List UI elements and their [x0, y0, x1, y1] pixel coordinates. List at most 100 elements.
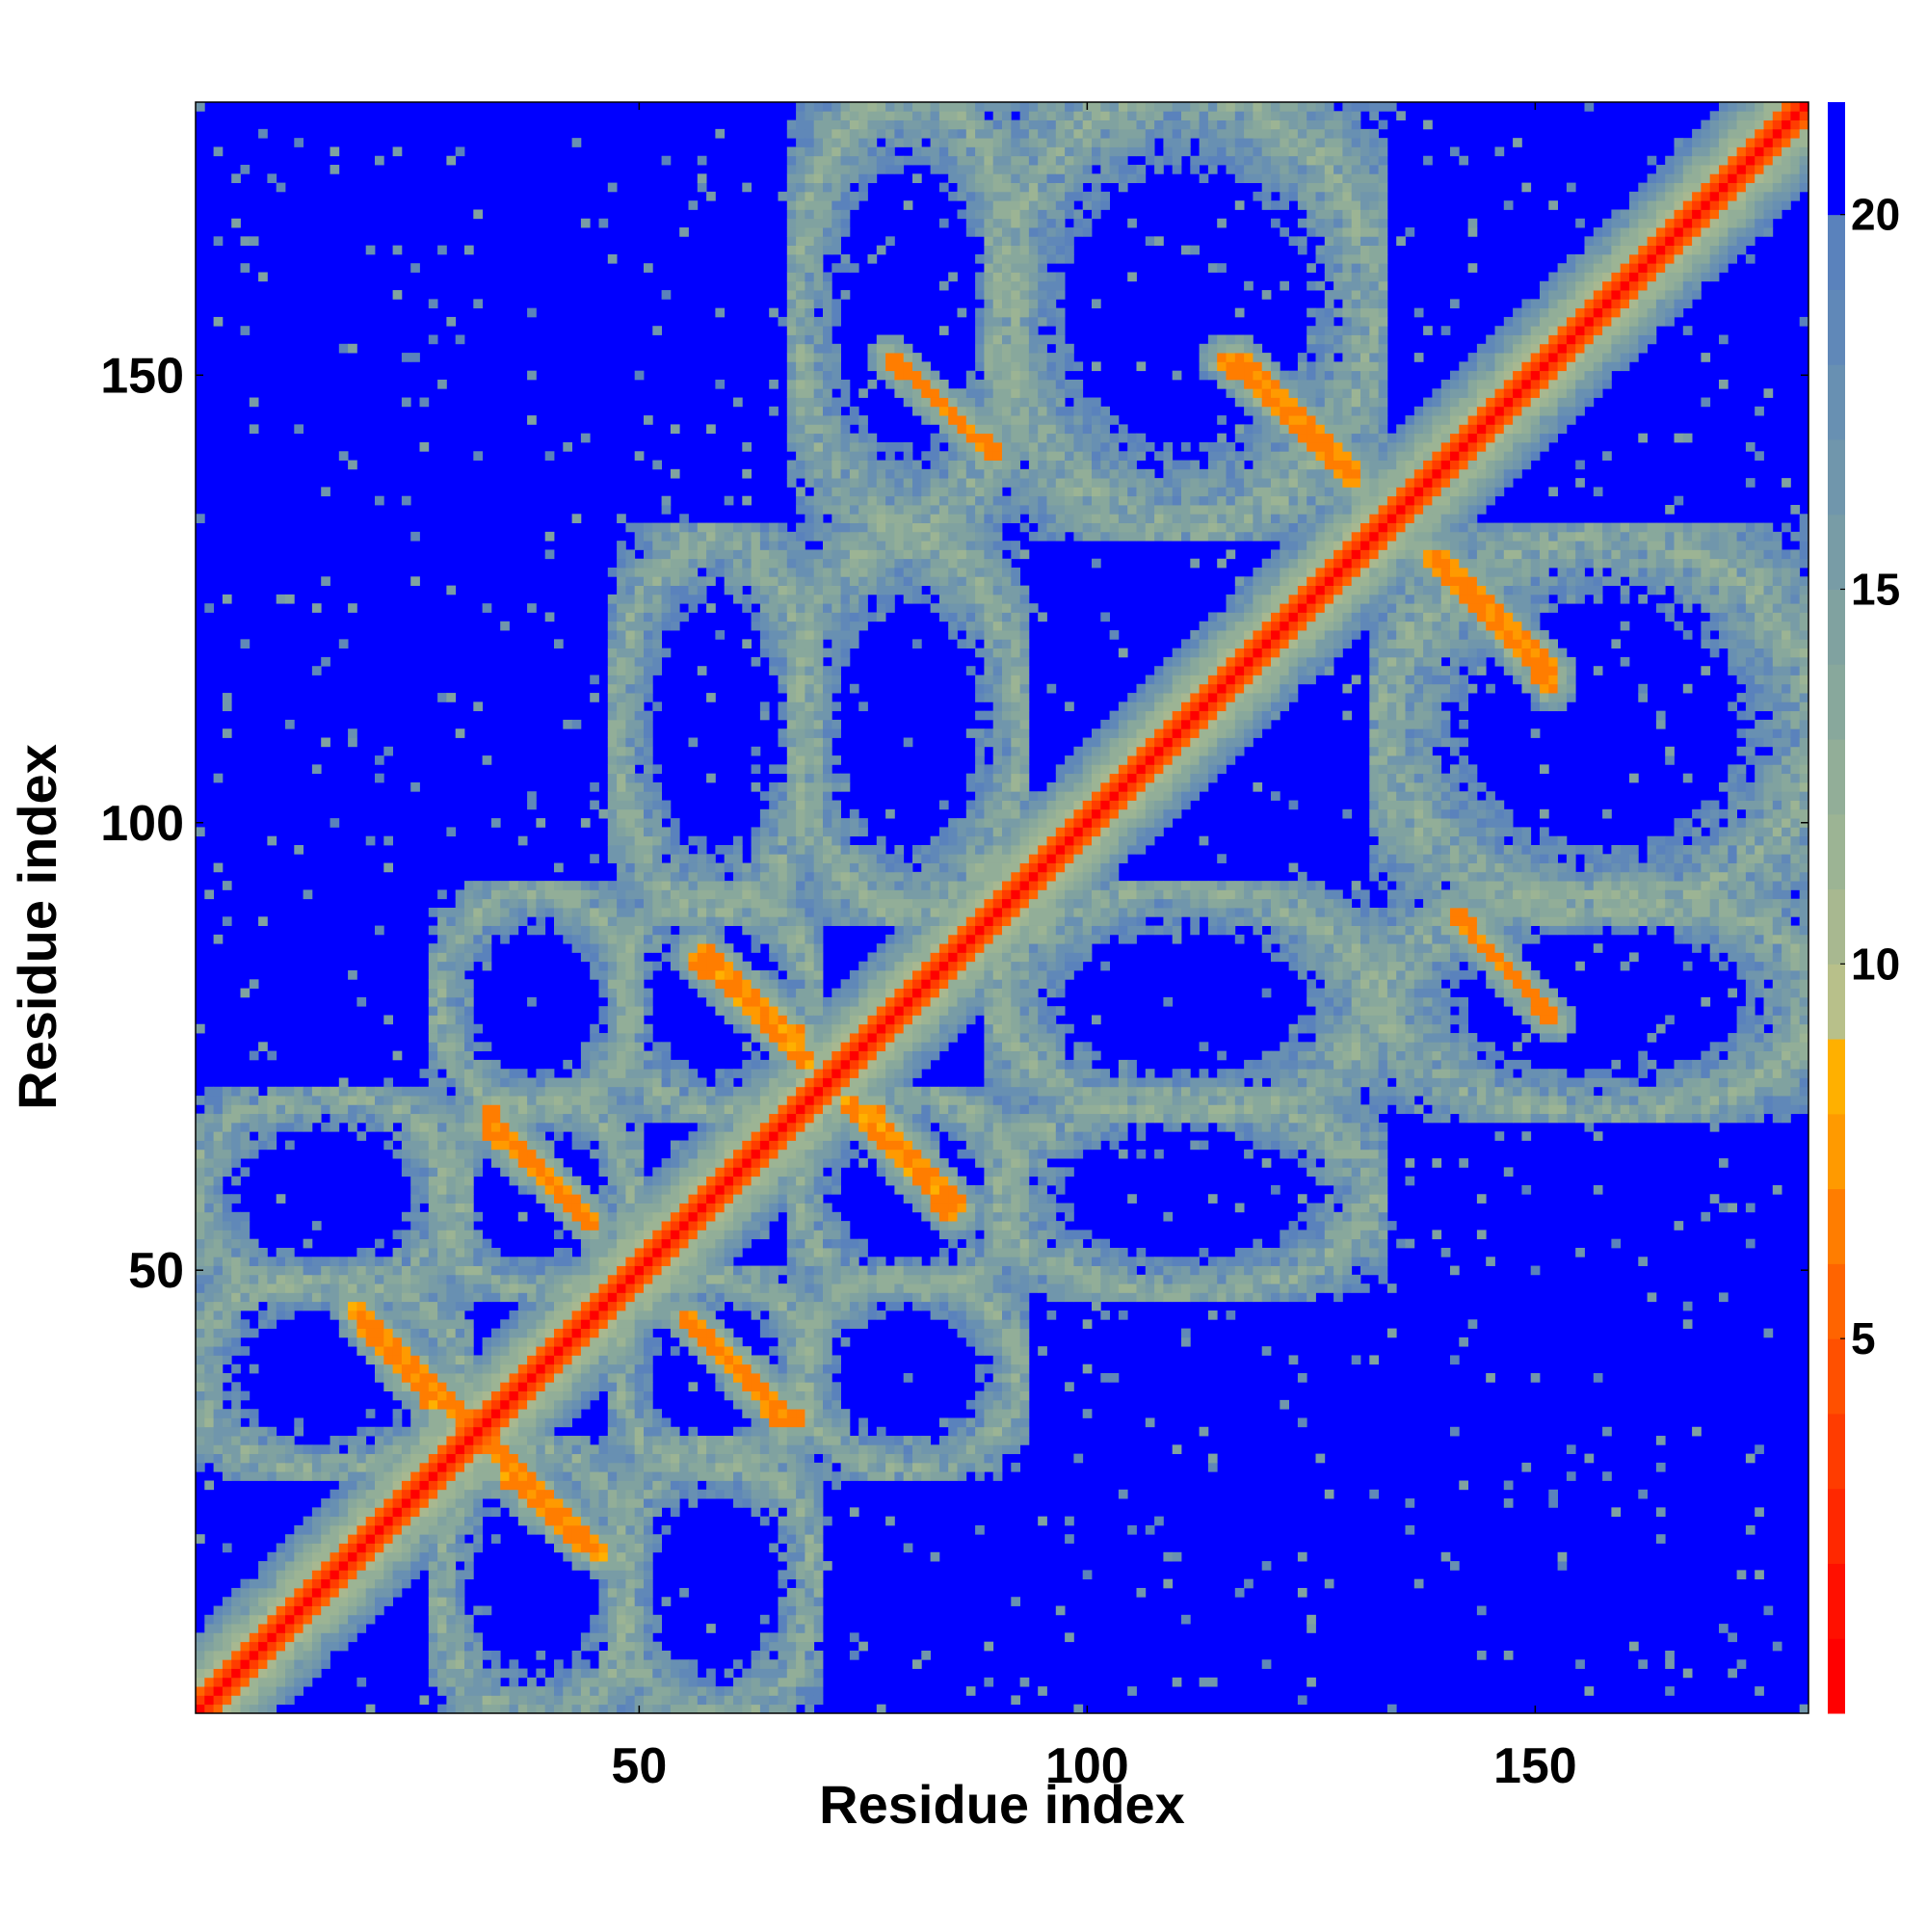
- heatmap-cell: [796, 424, 805, 435]
- heatmap-cell: [670, 541, 680, 550]
- heatmap-cell: [786, 1238, 797, 1249]
- heatmap-cell: [365, 1409, 376, 1418]
- heatmap-cell: [625, 1686, 636, 1696]
- heatmap-cell: [805, 1158, 815, 1168]
- heatmap-cell: [759, 889, 770, 900]
- heatmap-cell: [356, 1489, 367, 1499]
- heatmap-cell: [786, 388, 797, 398]
- heatmap-cell: [634, 862, 645, 873]
- heatmap-cell: [625, 781, 636, 792]
- heatmap-cell: [607, 1059, 618, 1070]
- heatmap-cell: [786, 173, 797, 183]
- heatmap-cell: [670, 1059, 680, 1070]
- heatmap-cell: [796, 128, 805, 139]
- heatmap-cell: [464, 1319, 474, 1329]
- heatmap-cell: [759, 818, 770, 828]
- heatmap-cell: [715, 943, 726, 953]
- heatmap-cell: [365, 1355, 376, 1365]
- heatmap-cell: [383, 1489, 393, 1499]
- heatmap-cell: [222, 1704, 232, 1714]
- heatmap-cell: [733, 1426, 743, 1437]
- heatmap-cell: [634, 1247, 645, 1257]
- heatmap-cell: [625, 1006, 636, 1016]
- heatmap-cell: [473, 1471, 483, 1481]
- heatmap-cell: [786, 460, 797, 470]
- heatmap-cell: [644, 675, 653, 685]
- heatmap-cell: [375, 1453, 384, 1464]
- heatmap-cell: [805, 970, 815, 980]
- heatmap-cell: [607, 808, 618, 819]
- heatmap-cell: [464, 1624, 474, 1633]
- heatmap-cell: [617, 1203, 626, 1213]
- heatmap-cell: [276, 1587, 286, 1598]
- heatmap-cell: [196, 1355, 205, 1365]
- heatmap-cell: [598, 1551, 609, 1562]
- heatmap-cell: [428, 979, 438, 989]
- heatmap-cell: [733, 549, 743, 560]
- heatmap-cell: [392, 1480, 403, 1491]
- heatmap-cell: [580, 1059, 591, 1070]
- heatmap-cell: [571, 1265, 582, 1276]
- heatmap-cell: [544, 1453, 555, 1464]
- heatmap-cell: [598, 898, 609, 909]
- heatmap-cell: [213, 1096, 224, 1105]
- heatmap-cell: [796, 1498, 805, 1508]
- heatmap-cell: [679, 1140, 689, 1151]
- heatmap-cell: [437, 1042, 447, 1052]
- heatmap-cell: [544, 1301, 555, 1311]
- heatmap-cell: [634, 1069, 645, 1078]
- heatmap-cell: [437, 988, 447, 998]
- heatmap-cell: [796, 1319, 805, 1329]
- heatmap-cell: [536, 1337, 546, 1347]
- heatmap-cell: [670, 1677, 680, 1687]
- heatmap-cell: [213, 316, 224, 327]
- heatmap-cell: [786, 808, 797, 819]
- heatmap-cell: [500, 1462, 510, 1472]
- heatmap-cell: [598, 1221, 609, 1231]
- heatmap-cell: [303, 1570, 313, 1580]
- heatmap-cell: [294, 1597, 304, 1606]
- heatmap-cell: [715, 531, 726, 542]
- heatmap-cell: [464, 1390, 474, 1401]
- heatmap-cell: [231, 1328, 241, 1338]
- heatmap-cell: [464, 1023, 474, 1034]
- heatmap-cell: [285, 1301, 295, 1311]
- heatmap-cell: [796, 827, 805, 837]
- heatmap-cell: [733, 1113, 743, 1124]
- heatmap-cell: [554, 1265, 564, 1276]
- heatmap-cell: [428, 1507, 438, 1518]
- heatmap-cell: [786, 182, 797, 193]
- heatmap-cell: [410, 1390, 420, 1401]
- heatmap-cell: [419, 1409, 430, 1418]
- heatmap-cell: [428, 1444, 438, 1455]
- heatmap-cell: [231, 1624, 241, 1633]
- heatmap-cell: [571, 1077, 582, 1088]
- heatmap-cell: [365, 1086, 376, 1097]
- heatmap-cell: [437, 1015, 447, 1025]
- heatmap-cell: [590, 1570, 599, 1580]
- heatmap-cell: [321, 1561, 330, 1571]
- heatmap-cell: [285, 1436, 295, 1445]
- heatmap-cell: [661, 549, 672, 560]
- heatmap-cell: [285, 1104, 295, 1115]
- heatmap-cell: [625, 656, 636, 667]
- heatmap-cell: [697, 916, 707, 926]
- heatmap-cell: [455, 908, 465, 917]
- heatmap-cell: [249, 1426, 259, 1437]
- heatmap-cell: [786, 415, 797, 425]
- heatmap-cell: [321, 1301, 330, 1311]
- heatmap-cell: [590, 1230, 599, 1240]
- heatmap-cell: [536, 1292, 546, 1303]
- heatmap-cell: [598, 1704, 609, 1714]
- heatmap-cell: [652, 1265, 662, 1276]
- heatmap-cell: [786, 1587, 797, 1598]
- heatmap-cell: [437, 1686, 447, 1696]
- heatmap-cell: [688, 881, 699, 890]
- heatmap-cell: [706, 908, 716, 917]
- heatmap-cell: [375, 755, 384, 765]
- heatmap-cell: [625, 1131, 636, 1141]
- heatmap-cell: [437, 1211, 447, 1222]
- heatmap-cell: [786, 549, 797, 560]
- heatmap-cell: [769, 1390, 779, 1401]
- heatmap-cell: [383, 1462, 393, 1472]
